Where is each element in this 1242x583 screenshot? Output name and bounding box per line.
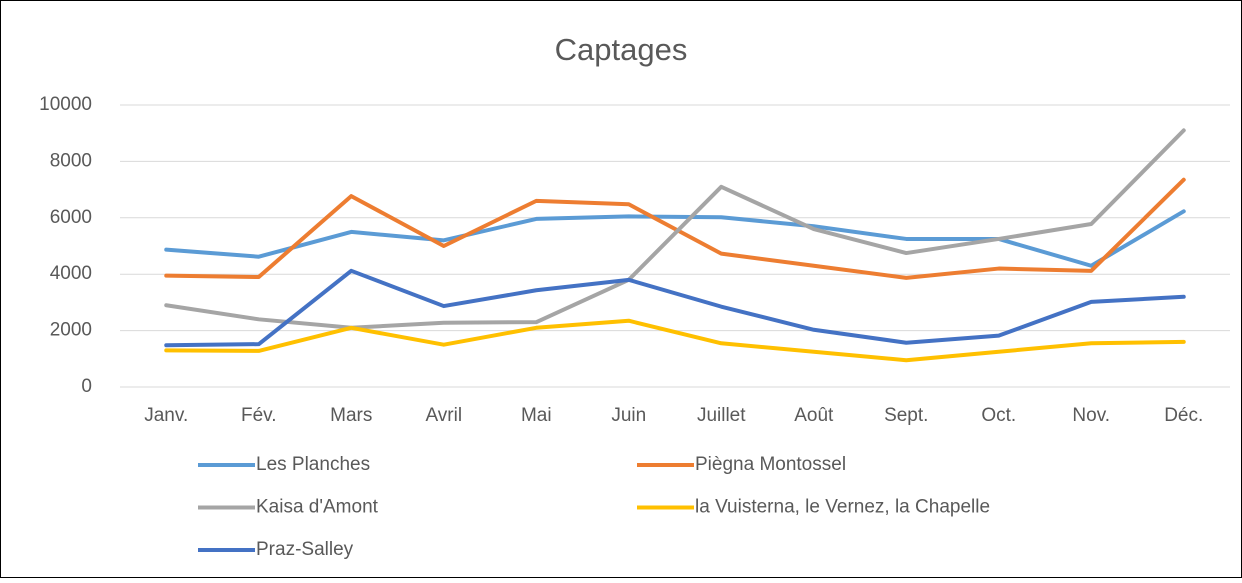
x-tick-label: Août bbox=[794, 405, 834, 426]
series-line bbox=[164, 209, 1186, 268]
legend-label: la Vuisterna, le Vernez, la Chapelle bbox=[695, 497, 990, 518]
chart-title: Captages bbox=[555, 32, 688, 67]
x-tick-label: Avril bbox=[425, 405, 462, 426]
series-line bbox=[164, 268, 1186, 348]
x-tick-label: Déc. bbox=[1164, 405, 1203, 426]
x-tick-label: Nov. bbox=[1072, 405, 1110, 426]
x-tick-label: Oct. bbox=[981, 405, 1016, 426]
legend-label: Kaisa d'Amont bbox=[256, 497, 379, 518]
y-tick-label: 8000 bbox=[50, 150, 92, 171]
series-line bbox=[164, 128, 1186, 330]
x-tick-label: Sept. bbox=[884, 405, 928, 426]
legend-label: Les Planches bbox=[256, 454, 370, 475]
y-tick-label: 10000 bbox=[39, 94, 92, 115]
series-line bbox=[164, 318, 1186, 363]
x-tick-label: Juillet bbox=[697, 405, 746, 426]
legend-label: Piègna Montossel bbox=[695, 454, 846, 475]
x-tick-label: Janv. bbox=[144, 405, 188, 426]
x-tick-label: Fév. bbox=[241, 405, 277, 426]
y-tick-label: 4000 bbox=[50, 263, 92, 284]
series-line bbox=[164, 177, 1186, 280]
x-tick-label: Juin bbox=[611, 405, 646, 426]
y-tick-label: 6000 bbox=[50, 207, 92, 228]
x-tick-label: Mai bbox=[521, 405, 552, 426]
x-tick-label: Mars bbox=[330, 405, 372, 426]
y-tick-label: 2000 bbox=[50, 320, 92, 341]
y-tick-label: 0 bbox=[81, 376, 92, 397]
legend-label: Praz-Salley bbox=[256, 539, 354, 560]
